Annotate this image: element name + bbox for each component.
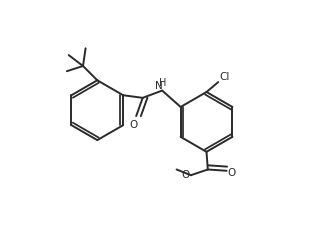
Text: Cl: Cl [219, 72, 230, 82]
Text: O: O [129, 119, 137, 129]
Text: N: N [155, 80, 163, 90]
Text: O: O [181, 170, 190, 179]
Text: H: H [158, 78, 166, 88]
Text: O: O [228, 167, 236, 177]
